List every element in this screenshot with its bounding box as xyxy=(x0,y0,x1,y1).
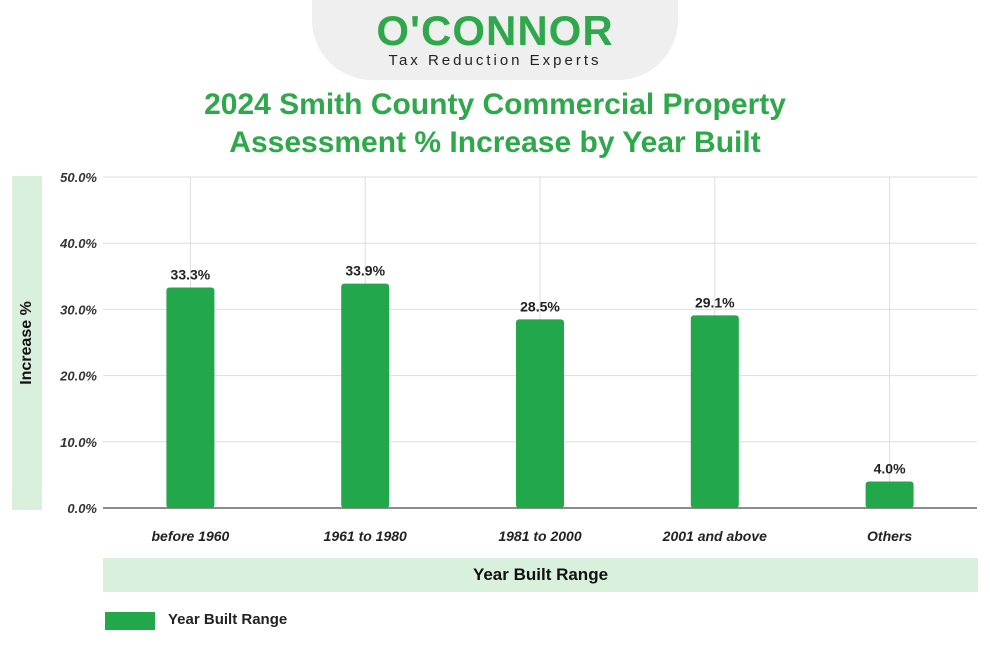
y-tick-label: 40.0% xyxy=(59,236,97,251)
bar xyxy=(865,481,914,508)
chart-title-line-2: Assessment % Increase by Year Built xyxy=(229,126,761,159)
x-tick-label: 1981 to 2000 xyxy=(498,528,581,544)
y-tick-label: 50.0% xyxy=(60,170,97,185)
x-axis-label: Year Built Range xyxy=(103,558,978,592)
x-tick-label: 1961 to 1980 xyxy=(324,528,407,544)
x-tick-label: before 1960 xyxy=(151,528,229,544)
x-tick-label: Others xyxy=(867,528,912,544)
data-label: 33.9% xyxy=(345,263,385,279)
y-tick-label: 20.0% xyxy=(59,369,97,384)
y-tick-label: 0.0% xyxy=(67,501,97,516)
chart-title: 2024 Smith County Commercial Property As… xyxy=(95,86,895,162)
chart-title-line-1: 2024 Smith County Commercial Property xyxy=(204,88,786,121)
x-tick-label: 2001 and above xyxy=(662,528,767,544)
bar xyxy=(341,283,390,508)
data-label: 4.0% xyxy=(874,461,906,477)
data-label: 29.1% xyxy=(695,294,735,310)
data-label: 28.5% xyxy=(520,298,560,314)
logo-banner xyxy=(312,0,678,80)
y-tick-label: 30.0% xyxy=(60,302,97,317)
y-axis-label-band xyxy=(12,176,42,510)
y-tick-label: 10.0% xyxy=(60,435,97,450)
brand-logo: O'CONNOR xyxy=(376,7,614,54)
data-label: 33.3% xyxy=(171,267,211,283)
brand-tagline: Tax Reduction Experts xyxy=(388,52,602,69)
legend-label: Year Built Range xyxy=(168,611,288,628)
bar xyxy=(690,315,739,508)
bar xyxy=(166,287,215,508)
legend-swatch xyxy=(105,612,155,630)
bar xyxy=(516,319,564,508)
bar-chart: 0.0% 10.0% 20.0% 30.0% 40.0% 50.0% 33.3% before… xyxy=(59,170,977,544)
